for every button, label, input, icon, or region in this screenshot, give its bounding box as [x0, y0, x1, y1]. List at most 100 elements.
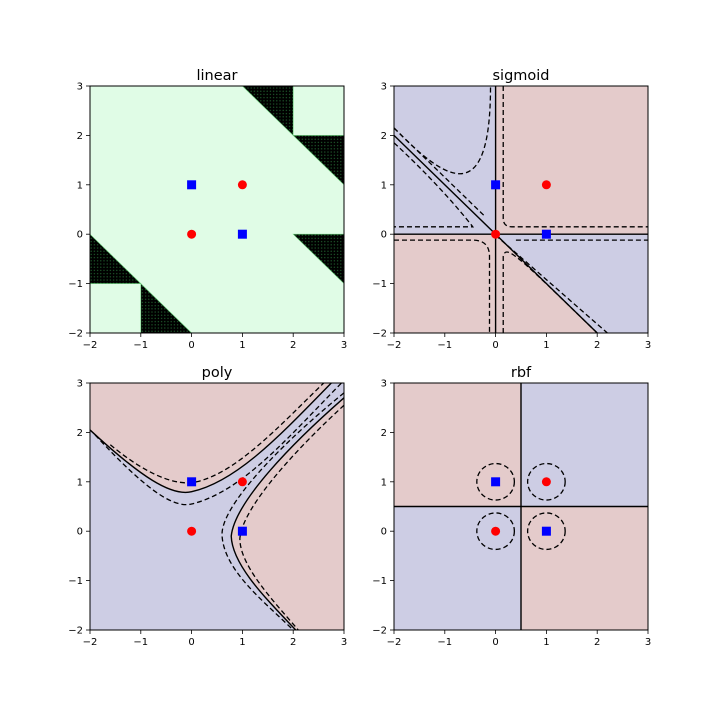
y-tick-label: −1 [372, 576, 387, 587]
panel-title: linear [196, 68, 237, 84]
decision-boundary [89, 382, 345, 631]
plot-frame [393, 85, 649, 334]
margin-line [393, 142, 475, 228]
x-tick-label: 3 [341, 637, 347, 648]
x-tick-label: −2 [387, 637, 402, 648]
boundary-curve [89, 382, 332, 494]
axis-ticks: −2 −1 0 1 2 3 −2 −1 0 1 2 3 [68, 379, 347, 649]
subplot-sigmoid: sigmoid −2 −1 0 1 2 3 −2 −1 0 1 2 3 [372, 68, 651, 351]
margin-line [394, 239, 491, 333]
margin-curve [94, 382, 342, 506]
margin-line [393, 127, 486, 218]
x-tick-label: −1 [133, 637, 148, 648]
data-point-circle [491, 229, 501, 239]
y-tick-label: 1 [77, 477, 83, 488]
y-tick-label: −2 [372, 626, 387, 637]
x-tick-label: 3 [645, 340, 651, 351]
y-tick-label: −1 [68, 576, 83, 587]
data-points [187, 477, 247, 536]
margin-line [393, 85, 492, 175]
data-point-square [187, 477, 197, 487]
y-tick-label: 2 [77, 131, 83, 142]
decision-regions [394, 86, 648, 333]
x-tick-label: 0 [492, 637, 498, 648]
data-point-square [491, 180, 501, 190]
axis-ticks: −2 −1 0 1 2 3 −2 −1 0 1 2 3 [372, 82, 651, 352]
y-tick-label: −1 [372, 279, 387, 290]
y-tick-label: 2 [77, 428, 83, 439]
data-point-circle [491, 526, 501, 536]
region-class-b [231, 397, 344, 630]
decision-regions [89, 85, 345, 334]
data-points [491, 180, 551, 239]
data-point-circle [541, 180, 551, 190]
data-points [491, 477, 551, 536]
margin-circle [476, 512, 516, 551]
region-class-a [495, 234, 648, 333]
subplot-rbf: rbf −2 −1 0 1 2 3 −2 −1 0 1 2 3 [372, 365, 651, 648]
x-tick-label: 2 [594, 637, 600, 648]
y-tick-label: 1 [381, 477, 387, 488]
region-class-b [90, 383, 332, 493]
axis-ticks: −2 −1 0 1 2 3 −2 −1 0 1 2 3 [372, 379, 651, 649]
y-tick-label: 0 [381, 230, 387, 241]
x-tick-label: 3 [341, 340, 347, 351]
margin-line [502, 86, 648, 228]
region-class-a [394, 86, 496, 235]
data-points [187, 180, 247, 239]
data-point-square [187, 180, 197, 190]
data-point-circle [187, 526, 197, 536]
margin-circle [526, 512, 566, 551]
boundary-curve [230, 397, 345, 631]
x-tick-label: −2 [387, 340, 402, 351]
subplot-poly: poly −2 −1 0 1 2 3 −2 −1 0 1 2 3 [68, 365, 347, 648]
data-point-square [237, 526, 247, 536]
panel-title: poly [202, 365, 233, 381]
decision-boundary [394, 383, 648, 630]
margin-line [495, 234, 608, 334]
y-tick-label: 0 [77, 527, 83, 538]
data-point-square [491, 477, 501, 487]
x-tick-label: 0 [492, 340, 498, 351]
y-tick-label: 0 [77, 230, 83, 241]
x-tick-label: 2 [290, 637, 296, 648]
region-class-a [394, 506, 521, 630]
y-tick-label: −2 [68, 626, 83, 637]
x-tick-label: 0 [188, 340, 194, 351]
region-class-a [521, 383, 648, 507]
y-tick-label: −2 [372, 329, 387, 340]
y-tick-label: 2 [381, 428, 387, 439]
y-tick-label: 1 [381, 180, 387, 191]
data-point-square [237, 229, 247, 239]
x-tick-label: −1 [437, 637, 452, 648]
x-tick-label: 2 [594, 340, 600, 351]
data-point-circle [237, 477, 247, 487]
x-tick-label: −1 [133, 340, 148, 351]
x-tick-label: −1 [437, 340, 452, 351]
x-tick-label: 0 [188, 637, 194, 648]
y-tick-label: 3 [77, 82, 83, 93]
panel-title: rbf [511, 365, 532, 381]
panel-title: sigmoid [492, 68, 549, 84]
x-tick-label: 2 [290, 340, 296, 351]
x-tick-label: 1 [543, 637, 549, 648]
y-tick-label: 1 [77, 180, 83, 191]
y-tick-label: 3 [77, 379, 83, 390]
margin-curve [221, 392, 345, 631]
subplot-linear: linear −2 −1 0 1 2 3 −2 −1 0 1 2 3 [68, 68, 347, 351]
data-point-circle [237, 180, 247, 190]
y-tick-label: 3 [381, 82, 387, 93]
y-tick-label: −2 [68, 329, 83, 340]
y-tick-label: 3 [381, 379, 387, 390]
y-tick-label: −1 [68, 279, 83, 290]
margin-circle [526, 462, 566, 501]
data-point-square [541, 229, 551, 239]
decision-regions [394, 383, 648, 630]
plot-frame [89, 382, 345, 631]
data-point-circle [541, 477, 551, 487]
data-point-square [541, 526, 551, 536]
margin-curve [109, 382, 325, 484]
x-tick-label: 1 [239, 637, 245, 648]
plot-frame [393, 382, 649, 631]
